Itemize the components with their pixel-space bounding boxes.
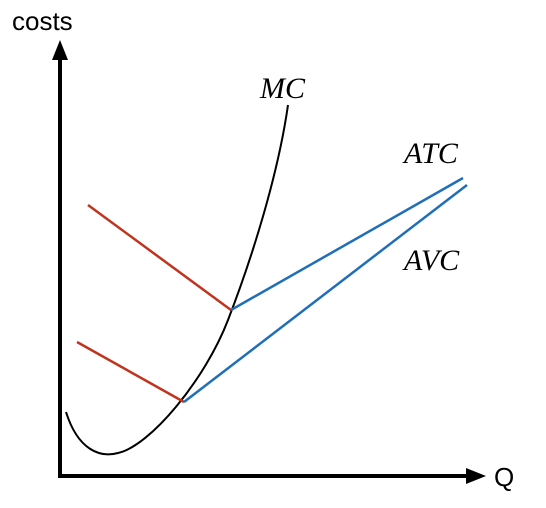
avc-red-segment — [76, 340, 185, 404]
atc-red-segment — [87, 203, 232, 312]
y-axis-arrowhead — [52, 40, 68, 60]
atc-label: ATC — [402, 137, 459, 170]
avc-blue-segment — [183, 184, 468, 403]
atc-blue-segment — [230, 176, 464, 312]
x-axis-label: Q — [494, 462, 514, 492]
mc-curve — [65, 104, 289, 456]
mc-label: MC — [259, 72, 306, 105]
y-axis-label: costs — [12, 6, 73, 36]
x-axis-arrowhead — [466, 468, 486, 484]
avc-label: AVC — [402, 244, 460, 277]
